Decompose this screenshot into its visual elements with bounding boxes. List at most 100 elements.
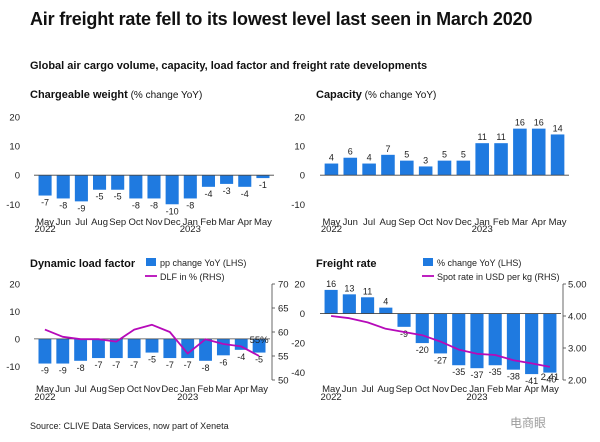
chart3-ytick-left: -10 <box>6 362 20 373</box>
chart1-xtick: Mar <box>218 217 234 228</box>
chart1-bar <box>74 175 88 202</box>
chart4-ytick-left: 0 <box>300 309 305 320</box>
chart3-bar <box>234 338 248 350</box>
chart3-xtick: Jul <box>75 384 87 395</box>
chart3-bar-label: -7 <box>166 360 174 370</box>
chart3-bar-label: -4 <box>237 352 245 362</box>
chart3-ytick-right: 60 <box>278 328 289 339</box>
chart1-bar <box>129 175 143 199</box>
chart1-bar <box>147 175 161 199</box>
chart3-line-series <box>44 323 260 357</box>
chart3-bar-label: -8 <box>77 363 85 373</box>
chart2-ytick-left: -10 <box>291 200 305 211</box>
chart3-ytick-right: 55 <box>278 352 289 363</box>
chart4-ytick-right: 2.00 <box>568 376 587 387</box>
chart2-bar-label: 14 <box>553 123 563 133</box>
chart3-legend-bar-label: pp change YoY (LHS) <box>160 258 246 268</box>
chart4-bar-label: -35 <box>489 367 502 377</box>
chart1-ytick-left: 20 <box>9 113 20 124</box>
chart4-year-label: 2023 <box>466 392 487 403</box>
chart2-bar-label: 6 <box>348 147 353 157</box>
chart3-legend-line-label: DLF in % (RHS) <box>160 272 225 282</box>
chart2-title: Capacity (% change YoY) <box>316 89 436 101</box>
chart2-bar-label: 11 <box>478 132 487 142</box>
chart4-xtick: Jun <box>342 384 357 395</box>
chart1-bar <box>38 175 52 196</box>
chart3-ytick-left: 10 <box>9 307 20 318</box>
chart4-bar <box>433 313 448 354</box>
chart3-ytick-right: 70 <box>278 280 289 291</box>
chart2-bar <box>437 160 452 176</box>
chart3-legend-bar-swatch <box>146 258 156 266</box>
chart3-bar-label: -6 <box>219 357 227 367</box>
chart3-bar <box>163 338 177 359</box>
chart1-bar-label: -5 <box>114 192 122 202</box>
chart4-bar-label: 4 <box>383 297 388 307</box>
chart1-bar <box>111 175 125 190</box>
chart2-xtick: Aug <box>380 217 397 228</box>
chart1-bar <box>201 175 215 187</box>
chart2-bar <box>362 163 376 176</box>
chart2-bar <box>324 163 339 176</box>
chart2-year-label: 2022 <box>321 224 342 235</box>
chart4-bar <box>379 307 393 314</box>
chart3-xtick: Jan <box>180 384 195 395</box>
chart4-bar <box>525 313 539 375</box>
chart1-bar-label: -4 <box>204 189 212 199</box>
chart2-year-label: 2023 <box>472 224 493 235</box>
chart4-xtick: May <box>322 384 340 395</box>
chart1-bar-label: -8 <box>150 200 158 210</box>
chart1-title-note: (% change YoY) <box>128 90 203 101</box>
chart3-bar-label: -8 <box>202 363 210 373</box>
chart1-bar <box>165 175 179 205</box>
chart3-bar <box>145 338 159 353</box>
chart3-bar <box>252 338 266 353</box>
chart2-xtick: Oct <box>418 217 433 228</box>
chart1-year-label: 2022 <box>35 224 56 235</box>
chart4-bar <box>361 297 375 314</box>
chart1-bar-label: -4 <box>241 189 249 199</box>
chart1-bar-label: -7 <box>41 198 49 208</box>
chart1-bar <box>220 175 234 184</box>
chart3-xtick: Nov <box>144 384 161 395</box>
chart2-xtick: Jul <box>363 217 375 228</box>
chart3-xtick: Mar <box>215 384 231 395</box>
chart3-year-label: 2022 <box>34 392 55 403</box>
chart3-ytick-left: 20 <box>9 280 20 291</box>
chart3-ytick-left: 0 <box>15 334 20 345</box>
chart4-bar <box>506 313 520 370</box>
chart1-bar-label: -5 <box>96 192 104 202</box>
chart3-bar-label: -5 <box>255 355 263 365</box>
chart4-year-label: 2022 <box>321 392 342 403</box>
chart1-xtick: Aug <box>91 217 108 228</box>
chart3-xtick: Dec <box>161 384 178 395</box>
chart4-ytick-right: 5.00 <box>568 280 587 291</box>
chart2-bar <box>513 128 527 176</box>
page-title: Air freight rate fell to its lowest leve… <box>30 9 533 29</box>
chart2-xtick: Apr <box>531 217 546 228</box>
chart2-bar-label: 5 <box>461 150 466 160</box>
chart1-bar <box>56 175 70 199</box>
chart4-xtick: Feb <box>487 384 503 395</box>
chart1-xtick: Feb <box>200 217 216 228</box>
chart2-bar-label: 7 <box>385 144 390 154</box>
chart1-xtick: Sep <box>109 217 126 228</box>
chart1-ytick-left: 0 <box>15 171 20 182</box>
chart2-bar <box>475 143 489 176</box>
chart1-title: Chargeable weight (% change YoY) <box>30 89 202 101</box>
chart2-title-note: (% change YoY) <box>362 90 437 101</box>
chart3-bar-label: -7 <box>94 360 102 370</box>
chart3-xtick: Oct <box>127 384 142 395</box>
chart3-bar-label: -7 <box>130 360 138 370</box>
chart3-xtick: Aug <box>90 384 107 395</box>
chart3-bar-label: -7 <box>184 360 192 370</box>
chart3-xtick: Apr <box>234 384 249 395</box>
chart2-xtick: Jan <box>475 217 490 228</box>
chart2-bar-label: 5 <box>442 150 447 160</box>
chart1-ytick-left: 10 <box>9 142 20 153</box>
page-subtitle: Global air cargo volume, capacity, load … <box>30 60 428 72</box>
chart3-bar-label: -9 <box>59 366 67 376</box>
chart2-bar-label: 11 <box>496 132 505 142</box>
chart4-title: Freight rate <box>316 258 377 270</box>
chart4-legend-bar-label: % change YoY (LHS) <box>437 258 521 268</box>
